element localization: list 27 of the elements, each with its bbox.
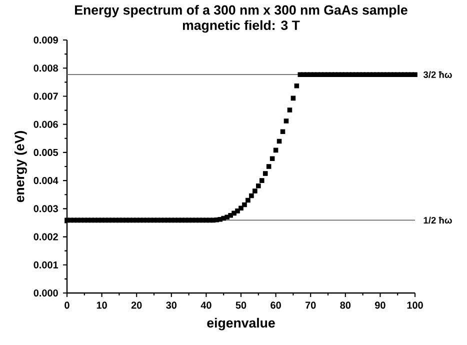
y-tick-label: 0.002 [34, 233, 58, 240]
x-tick-label: 10 [96, 302, 107, 309]
ref-line-label: 1/2 ħω [424, 216, 452, 224]
x-tick-label: 20 [131, 302, 142, 309]
chart-subtitle: magnetic field: 3 T [182, 20, 300, 33]
x-tick-label: 30 [166, 302, 177, 309]
x-tick-label: 80 [340, 302, 351, 309]
y-axis-title: energy (eV) [14, 131, 27, 202]
chart-title: Energy spectrum of a 300 nm x 300 nm GaAs sample [75, 4, 408, 18]
y-tick-label: 0.000 [34, 289, 58, 297]
y-tick-label: 0.008 [34, 64, 58, 72]
x-tick-label: 70 [306, 302, 316, 309]
y-tick-label: 0.005 [34, 148, 58, 156]
ref-line-label: 3/2 ħω [423, 71, 452, 78]
y-tick-label: 0.007 [34, 92, 58, 100]
y-tick-label: 0.004 [34, 177, 58, 184]
x-tick-label: 0 [64, 302, 70, 309]
y-tick-label: 0.003 [34, 205, 58, 212]
x-tick-label: 50 [236, 302, 246, 309]
y-tick-label: 0.009 [34, 36, 58, 44]
x-axis-title: eigenvalue [207, 318, 275, 330]
y-tick-label: 0.001 [34, 261, 58, 268]
x-tick-label: 60 [270, 302, 281, 309]
y-tick-label: 0.006 [34, 120, 58, 128]
x-tick-label: 40 [200, 302, 212, 309]
x-tick-label: 100 [407, 302, 423, 309]
x-tick-label: 90 [375, 302, 386, 309]
